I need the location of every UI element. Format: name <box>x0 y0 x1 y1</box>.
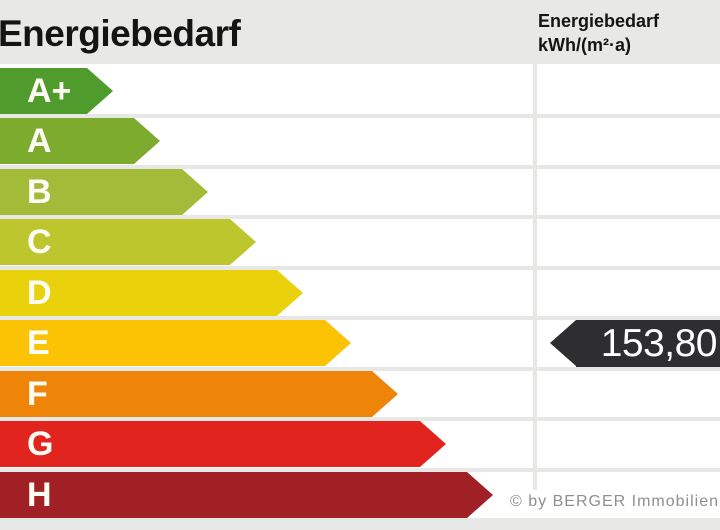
energy-band-bar: H <box>0 472 467 518</box>
energy-band-arrow-tip <box>87 68 113 114</box>
energy-band-label: A <box>27 122 52 160</box>
row-separator <box>0 114 720 118</box>
copyright-watermark: © by BERGER Immobilien <box>510 493 719 510</box>
energy-band-row-e: E <box>0 320 351 366</box>
energy-band-label: G <box>27 425 54 463</box>
energy-band-arrow-tip <box>420 421 446 467</box>
row-separator <box>0 417 720 421</box>
energy-band-row-c: C <box>0 219 256 265</box>
value-column-separator <box>533 64 537 490</box>
energy-band-arrow-tip <box>325 320 351 366</box>
energy-band-arrow-tip <box>277 270 303 316</box>
energy-band-label: D <box>27 274 52 312</box>
energy-band-arrow-tip <box>372 371 398 417</box>
row-separator <box>0 468 720 472</box>
row-separator <box>0 215 720 219</box>
energy-band-row-d: D <box>0 270 303 316</box>
page-title: Energiebedarf <box>0 13 241 54</box>
energy-band-row-b: B <box>0 169 208 215</box>
energy-band-arrow-tip <box>134 118 160 164</box>
energy-band-row-a: A <box>0 118 160 164</box>
row-separator <box>0 165 720 169</box>
energy-band-row-aplus: A+ <box>0 68 113 114</box>
row-separator <box>0 367 720 371</box>
energy-band-bar: B <box>0 169 182 215</box>
energy-band-label: F <box>27 375 48 413</box>
energy-band-row-h: H <box>0 472 493 518</box>
row-separator <box>0 518 720 522</box>
value-marker-text: 153,80 <box>600 322 718 365</box>
energy-band-bar: F <box>0 371 372 417</box>
energy-band-arrow-tip <box>230 219 256 265</box>
energy-band-arrow-tip <box>182 169 208 215</box>
energy-band-row-f: F <box>0 371 398 417</box>
energy-band-label: C <box>27 223 52 261</box>
unit-header-line1: Energiebedarf <box>538 11 660 31</box>
energy-band-bar: A+ <box>0 68 87 114</box>
energy-band-bar: E <box>0 320 325 366</box>
energy-band-label: E <box>27 324 50 362</box>
value-marker-body: 153,80 <box>576 320 720 367</box>
row-separator <box>0 266 720 270</box>
energy-band-bar: D <box>0 270 277 316</box>
energy-band-row-g: G <box>0 421 446 467</box>
energy-band-label: B <box>27 173 52 211</box>
energy-band-label: A+ <box>27 72 72 110</box>
value-marker: 153,80 <box>550 320 720 367</box>
row-separator <box>0 316 720 320</box>
value-marker-left-tip <box>550 320 576 366</box>
energy-band-bar: A <box>0 118 134 164</box>
unit-header: Energiebedarf kWh/(m²·a) <box>538 9 659 57</box>
bottom-strip <box>0 521 720 530</box>
energy-band-arrow-tip <box>467 472 493 518</box>
energy-band-bar: G <box>0 421 420 467</box>
energy-band-label: H <box>27 476 52 514</box>
unit-header-line2: kWh/(m²·a) <box>538 35 631 55</box>
chart-header: Energiebedarf Energiebedarf kWh/(m²·a) <box>0 0 720 64</box>
energy-band-bar: C <box>0 219 230 265</box>
